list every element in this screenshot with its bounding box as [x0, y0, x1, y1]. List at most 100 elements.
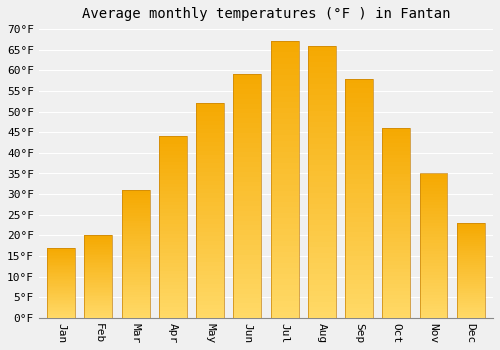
- Bar: [382, 291, 410, 295]
- Bar: [234, 294, 262, 299]
- Bar: [159, 227, 187, 231]
- Bar: [47, 308, 75, 309]
- Bar: [382, 136, 410, 140]
- Bar: [234, 313, 262, 318]
- Bar: [196, 215, 224, 219]
- Bar: [47, 300, 75, 301]
- Bar: [457, 259, 484, 261]
- Bar: [345, 208, 373, 212]
- Bar: [159, 154, 187, 158]
- Bar: [382, 284, 410, 288]
- Bar: [420, 199, 448, 202]
- Bar: [308, 105, 336, 111]
- Bar: [47, 277, 75, 279]
- Bar: [84, 252, 112, 253]
- Bar: [420, 174, 448, 318]
- Bar: [457, 291, 484, 293]
- Bar: [47, 251, 75, 252]
- Bar: [270, 307, 298, 313]
- Bar: [345, 260, 373, 265]
- Bar: [382, 170, 410, 174]
- Bar: [308, 209, 336, 215]
- Bar: [84, 295, 112, 296]
- Bar: [457, 304, 484, 307]
- Bar: [122, 267, 150, 270]
- Bar: [159, 271, 187, 274]
- Bar: [308, 285, 336, 291]
- Bar: [345, 141, 373, 146]
- Bar: [84, 303, 112, 305]
- Bar: [270, 119, 298, 124]
- Bar: [308, 236, 336, 242]
- Bar: [47, 252, 75, 253]
- Bar: [159, 300, 187, 303]
- Bar: [234, 289, 262, 294]
- Bar: [234, 79, 262, 84]
- Bar: [84, 260, 112, 262]
- Bar: [457, 303, 484, 304]
- Bar: [159, 245, 187, 249]
- Bar: [420, 231, 448, 234]
- Bar: [234, 206, 262, 211]
- Bar: [270, 185, 298, 191]
- Bar: [196, 176, 224, 181]
- Bar: [47, 266, 75, 267]
- Bar: [159, 282, 187, 285]
- Bar: [420, 292, 448, 295]
- Bar: [270, 235, 298, 240]
- Bar: [420, 223, 448, 225]
- Bar: [234, 128, 262, 133]
- Bar: [159, 212, 187, 216]
- Bar: [234, 162, 262, 167]
- Bar: [308, 247, 336, 253]
- Bar: [234, 187, 262, 191]
- Bar: [420, 202, 448, 205]
- Bar: [382, 295, 410, 299]
- Bar: [47, 274, 75, 276]
- Bar: [122, 198, 150, 200]
- Bar: [382, 196, 410, 200]
- Bar: [196, 146, 224, 150]
- Bar: [47, 304, 75, 305]
- Bar: [47, 298, 75, 300]
- Bar: [159, 198, 187, 202]
- Bar: [234, 196, 262, 201]
- Bar: [159, 234, 187, 238]
- Bar: [196, 305, 224, 309]
- Bar: [345, 217, 373, 222]
- Bar: [420, 315, 448, 318]
- Bar: [159, 136, 187, 140]
- Bar: [457, 280, 484, 282]
- Bar: [234, 255, 262, 259]
- Bar: [84, 292, 112, 293]
- Bar: [234, 94, 262, 99]
- Bar: [84, 245, 112, 247]
- Bar: [308, 89, 336, 94]
- Bar: [196, 271, 224, 275]
- Bar: [196, 314, 224, 318]
- Bar: [84, 316, 112, 318]
- Bar: [84, 259, 112, 260]
- Bar: [457, 288, 484, 289]
- Bar: [159, 136, 187, 318]
- Bar: [457, 227, 484, 229]
- Bar: [47, 248, 75, 318]
- Bar: [159, 311, 187, 314]
- Bar: [234, 303, 262, 308]
- Bar: [420, 289, 448, 292]
- Bar: [159, 195, 187, 198]
- Bar: [122, 205, 150, 208]
- Bar: [122, 313, 150, 315]
- Bar: [84, 236, 112, 318]
- Bar: [457, 310, 484, 312]
- Bar: [159, 187, 187, 191]
- Bar: [382, 265, 410, 268]
- Bar: [196, 284, 224, 288]
- Bar: [308, 296, 336, 302]
- Bar: [84, 270, 112, 272]
- Bar: [308, 193, 336, 198]
- Bar: [420, 272, 448, 275]
- Bar: [196, 236, 224, 241]
- Bar: [159, 303, 187, 307]
- Bar: [382, 162, 410, 166]
